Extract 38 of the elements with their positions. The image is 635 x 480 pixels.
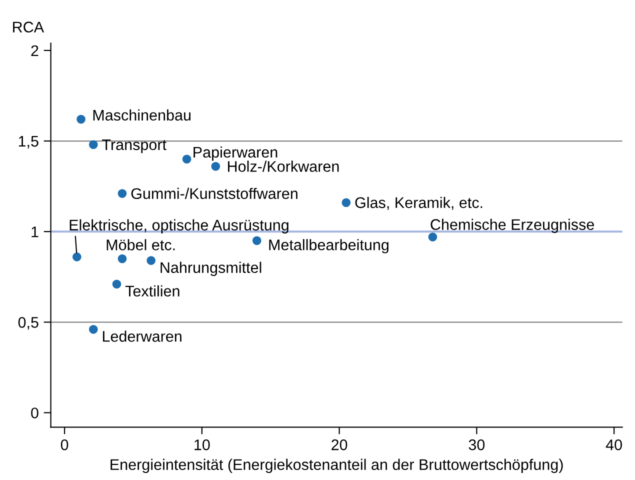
annotation: Lederwaren [102,330,182,342]
y-tick-label: 1,5 [18,136,38,148]
point [342,198,351,207]
point [252,236,262,246]
annotation: Möbel etc. [106,239,175,250]
y-axis-title: RCA [13,22,44,32]
y-tick-label: 0 [31,408,38,418]
annotation: Maschinenbau [93,109,190,121]
annotation: Metallbearbeitung [269,239,388,254]
point [88,324,98,334]
x-tick-label: 20 [332,439,348,450]
point [211,162,220,171]
annotation: Chemische Erzeugnisse [430,218,594,234]
x-tick-label: 30 [468,439,485,450]
point [76,114,86,124]
annotation: Gummi-/Kunststoffwaren [131,188,298,200]
point [118,189,127,198]
point [428,232,438,242]
point [88,140,98,150]
annotation: Elektrische, optische Ausrüstung [70,219,288,234]
annotation: Textilien [125,285,180,297]
annotation: Nahrungsmittel [160,262,262,276]
point [182,154,192,164]
annotation: Holz-/Korkwaren [228,160,339,172]
x-tick-label: 0 [60,439,68,450]
point [112,280,122,288]
x-tick-label: 10 [194,439,210,450]
annotation: Transport [102,139,166,154]
y-tick-label: 2 [31,45,38,56]
annotation: Glas, Keramik, etc. [355,196,482,210]
annotation: Papierwaren [194,146,278,161]
y-tick-label: 0,5 [18,317,38,330]
point [146,256,156,265]
x-tick-label: 40 [606,439,622,450]
y-tick-label: 1 [32,226,38,238]
point [72,252,82,262]
x-axis-title: Energieintensität (Energiekostenanteil an der Bruttowertschöpfung) [110,458,563,474]
point [118,254,127,264]
